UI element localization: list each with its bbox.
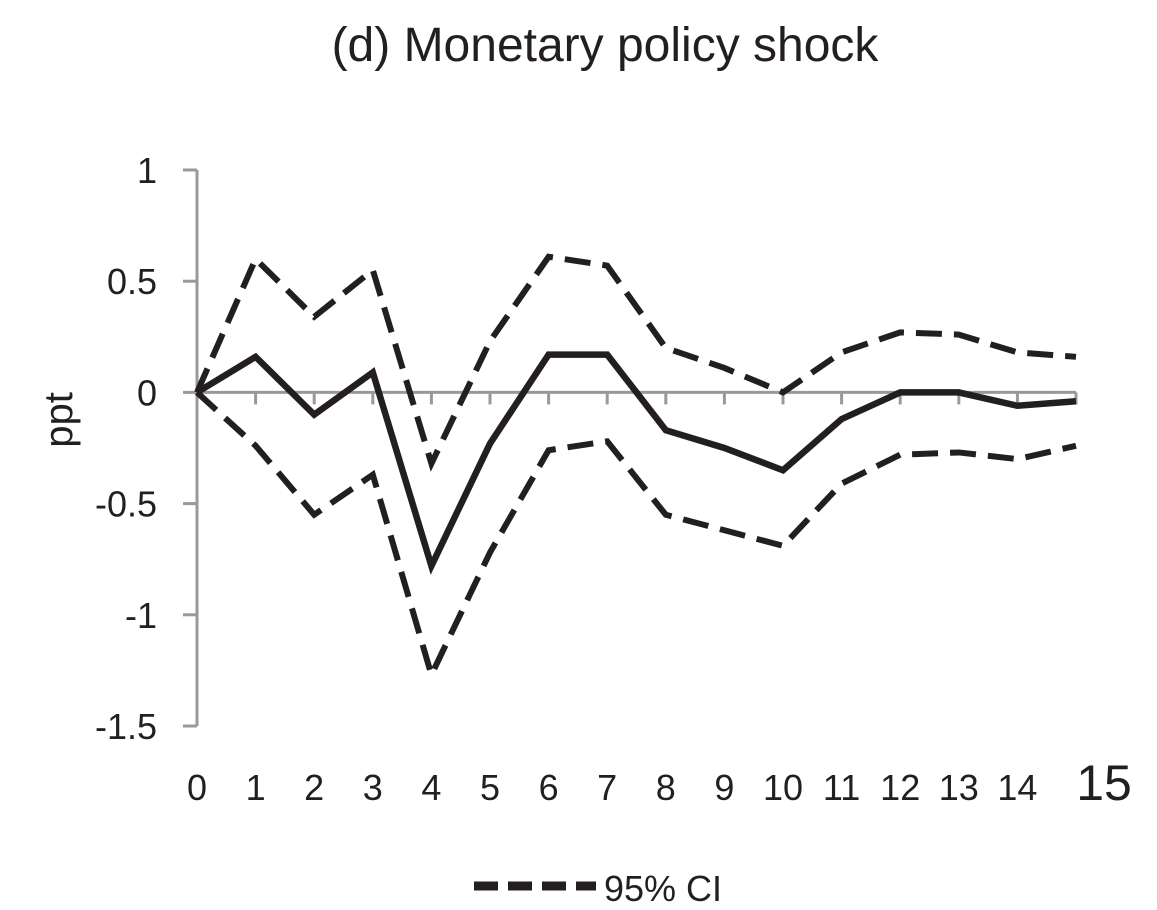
y-tick-label: -1 <box>125 595 157 636</box>
x-tick-label: 4 <box>421 767 441 808</box>
x-tick-label: 0 <box>187 767 207 808</box>
axes <box>183 168 1078 728</box>
chart-title: (d) Monetary policy shock <box>331 19 879 72</box>
x-tick-label: 12 <box>880 767 920 808</box>
x-tick-label: 15 <box>1076 755 1132 811</box>
ticks-layer: 10.50-0.5-1-1.50 1 2 3 4 5 6 7 8 9 10 11 12 13 14 15 <box>95 150 1132 811</box>
y-tick-label: -0.5 <box>95 484 157 525</box>
x-tick-label: 14 <box>997 767 1037 808</box>
series-ci-lower <box>194 390 1077 684</box>
y-tick-label: 1 <box>137 150 157 191</box>
series-ci-upper <box>194 253 1077 472</box>
x-tick-label: 11 <box>823 767 860 808</box>
x-tick-label: 2 <box>304 767 324 808</box>
x-tick-label: 6 <box>539 767 559 808</box>
series-layer <box>194 253 1077 684</box>
x-tick-label: 9 <box>714 767 734 808</box>
x-tick-label: 1 <box>246 767 266 808</box>
legend-label-ci: 95% CI <box>604 868 722 909</box>
x-tick-label: 3 <box>363 767 383 808</box>
x-tick-label: 7 <box>597 767 617 808</box>
y-tick-label: 0.5 <box>107 261 157 302</box>
legend: 95% CI <box>474 868 722 909</box>
y-tick-label: 0 <box>137 372 157 413</box>
y-tick-label: -1.5 <box>95 706 157 747</box>
x-tick-label: 8 <box>656 767 676 808</box>
series-point-estimate <box>195 351 1077 575</box>
x-tick-label: 5 <box>480 767 500 808</box>
y-axis-title: ppt <box>37 392 81 448</box>
x-tick-label: 10 <box>763 767 803 808</box>
x-tick-label: 13 <box>939 767 979 808</box>
